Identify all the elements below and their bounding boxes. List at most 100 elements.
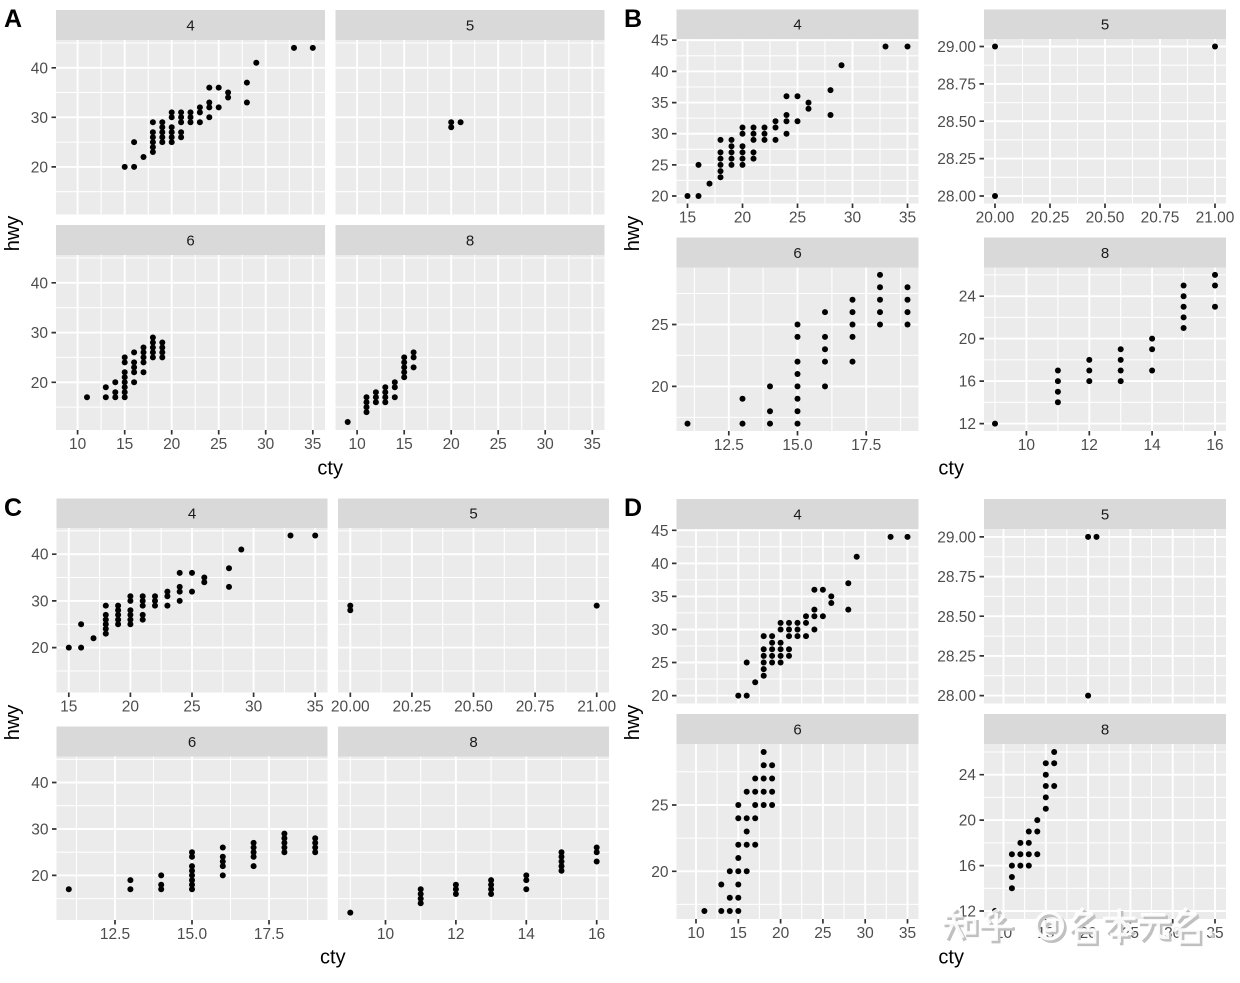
svg-text:35: 35 (899, 210, 916, 227)
svg-text:24: 24 (959, 767, 977, 784)
svg-text:25: 25 (789, 210, 806, 227)
svg-text:40: 40 (31, 60, 49, 77)
svg-text:cty: cty (938, 457, 964, 479)
svg-text:25: 25 (651, 798, 668, 815)
svg-text:10: 10 (348, 436, 366, 453)
svg-text:5: 5 (466, 17, 474, 34)
svg-text:30: 30 (844, 210, 862, 227)
svg-text:25: 25 (651, 317, 668, 334)
svg-text:16: 16 (588, 926, 605, 943)
svg-text:20: 20 (651, 189, 669, 206)
svg-text:4: 4 (793, 506, 801, 523)
svg-text:8: 8 (466, 232, 474, 249)
svg-text:D: D (624, 494, 642, 522)
svg-text:20: 20 (734, 210, 752, 227)
svg-text:40: 40 (651, 64, 669, 81)
svg-text:hwy: hwy (622, 705, 644, 741)
svg-text:20: 20 (122, 699, 140, 716)
svg-text:16: 16 (959, 374, 976, 391)
svg-text:10: 10 (69, 436, 87, 453)
svg-text:15: 15 (679, 210, 696, 227)
svg-text:30: 30 (257, 436, 275, 453)
svg-text:cty: cty (317, 457, 343, 479)
svg-text:15: 15 (730, 925, 747, 942)
svg-text:5: 5 (469, 506, 477, 523)
svg-text:40: 40 (31, 547, 49, 564)
svg-text:28.75: 28.75 (937, 569, 976, 586)
svg-text:10: 10 (687, 925, 705, 942)
svg-text:12.5: 12.5 (100, 926, 130, 943)
svg-text:20.25: 20.25 (1031, 210, 1070, 227)
svg-text:20: 20 (651, 688, 669, 705)
svg-text:25: 25 (490, 436, 507, 453)
svg-text:21.00: 21.00 (577, 699, 616, 716)
svg-text:5: 5 (1101, 506, 1109, 523)
svg-text:25: 25 (210, 436, 227, 453)
svg-text:28.25: 28.25 (937, 648, 976, 665)
svg-text:24: 24 (959, 289, 977, 306)
svg-text:30: 30 (31, 325, 49, 342)
svg-text:20.25: 20.25 (393, 699, 432, 716)
svg-text:30: 30 (857, 925, 875, 942)
svg-text:35: 35 (651, 95, 668, 112)
svg-text:14: 14 (518, 926, 536, 943)
svg-text:20: 20 (959, 813, 977, 830)
svg-text:20.50: 20.50 (454, 699, 493, 716)
svg-text:16: 16 (959, 858, 976, 875)
svg-text:15: 15 (396, 436, 413, 453)
svg-text:12: 12 (447, 926, 464, 943)
svg-text:30: 30 (245, 699, 263, 716)
svg-text:8: 8 (1101, 245, 1109, 262)
svg-text:25: 25 (651, 157, 668, 174)
svg-text:8: 8 (1101, 721, 1109, 738)
svg-text:30: 30 (31, 110, 49, 127)
svg-text:12: 12 (959, 416, 976, 433)
svg-text:12: 12 (1081, 437, 1098, 454)
svg-text:20: 20 (31, 375, 49, 392)
svg-text:30: 30 (31, 822, 49, 839)
svg-text:45: 45 (651, 523, 668, 540)
svg-text:30: 30 (651, 126, 669, 143)
svg-text:20: 20 (772, 925, 790, 942)
svg-text:28.50: 28.50 (937, 609, 976, 626)
svg-text:20: 20 (959, 331, 977, 348)
svg-text:15.0: 15.0 (782, 437, 813, 454)
svg-text:20: 20 (651, 864, 669, 881)
svg-text:16: 16 (1206, 437, 1223, 454)
svg-text:15: 15 (60, 699, 77, 716)
svg-text:45: 45 (651, 33, 668, 50)
svg-text:15.0: 15.0 (177, 926, 208, 943)
svg-text:35: 35 (584, 436, 601, 453)
svg-text:28.50: 28.50 (937, 114, 976, 131)
svg-text:35: 35 (899, 925, 916, 942)
svg-text:10: 10 (1018, 437, 1036, 454)
svg-text:12.5: 12.5 (714, 437, 744, 454)
svg-text:20.75: 20.75 (516, 699, 555, 716)
svg-text:hwy: hwy (2, 705, 24, 741)
svg-text:35: 35 (304, 436, 321, 453)
svg-text:A: A (4, 5, 22, 33)
svg-text:25: 25 (651, 655, 668, 672)
svg-text:6: 6 (793, 721, 801, 738)
svg-text:20.75: 20.75 (1141, 210, 1180, 227)
svg-text:4: 4 (188, 506, 196, 523)
svg-text:25: 25 (183, 699, 200, 716)
svg-text:28.00: 28.00 (937, 688, 976, 705)
svg-text:4: 4 (793, 17, 801, 34)
svg-text:4: 4 (186, 17, 194, 34)
svg-text:29.00: 29.00 (937, 39, 976, 56)
svg-text:21.00: 21.00 (1196, 210, 1235, 227)
svg-text:20.50: 20.50 (1086, 210, 1125, 227)
svg-text:17.5: 17.5 (254, 926, 284, 943)
svg-text:6: 6 (188, 734, 196, 751)
svg-text:40: 40 (651, 556, 669, 573)
svg-text:C: C (4, 494, 22, 522)
svg-text:20: 20 (31, 640, 49, 657)
svg-text:28.25: 28.25 (937, 151, 976, 168)
svg-text:28.75: 28.75 (937, 76, 976, 93)
svg-text:29.00: 29.00 (937, 529, 976, 546)
svg-text:14: 14 (1143, 437, 1161, 454)
svg-text:6: 6 (186, 232, 194, 249)
svg-text:12: 12 (959, 904, 976, 921)
svg-text:20: 20 (31, 868, 49, 885)
